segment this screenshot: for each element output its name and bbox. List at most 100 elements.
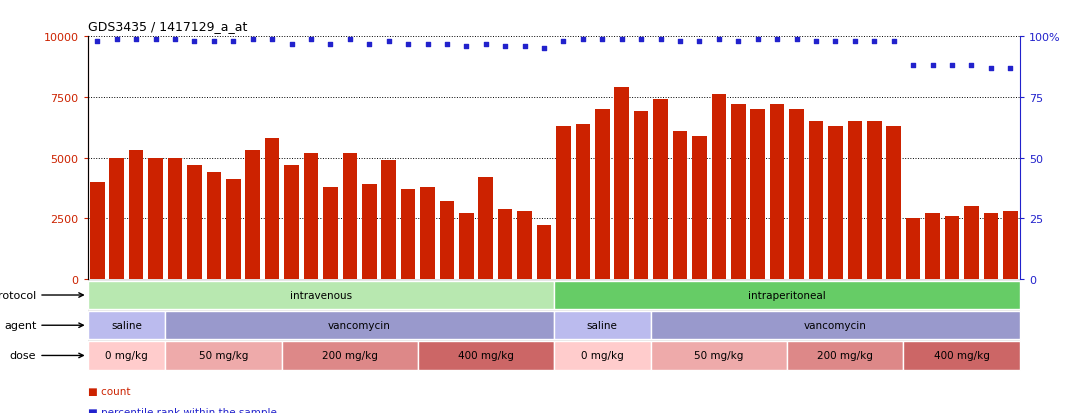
Bar <box>457 279 476 342</box>
Bar <box>867 122 881 279</box>
Point <box>361 41 378 48</box>
Bar <box>612 279 631 342</box>
Text: GSM189070: GSM189070 <box>516 279 524 325</box>
Point <box>575 36 592 43</box>
Text: GSM189089: GSM189089 <box>884 279 894 325</box>
Bar <box>496 279 515 342</box>
Point <box>672 39 689 45</box>
Bar <box>945 216 959 279</box>
Text: saline: saline <box>587 320 617 330</box>
Point <box>302 36 319 43</box>
Text: GDS3435 / 1417129_a_at: GDS3435 / 1417129_a_at <box>88 20 247 33</box>
Bar <box>654 100 668 279</box>
Bar <box>537 226 551 279</box>
Text: GSM189052: GSM189052 <box>205 279 214 325</box>
Bar <box>826 279 845 342</box>
Text: GSM189075: GSM189075 <box>613 279 622 325</box>
Bar <box>748 279 768 342</box>
Bar <box>187 166 202 279</box>
Text: 400 mg/kg: 400 mg/kg <box>933 351 990 361</box>
Text: GSM189057: GSM189057 <box>302 279 311 325</box>
Text: GSM189051: GSM189051 <box>186 279 194 325</box>
Bar <box>187 166 202 279</box>
Bar <box>324 187 337 279</box>
Point <box>399 41 417 48</box>
Bar <box>923 279 942 342</box>
Point <box>788 36 805 43</box>
Point <box>653 36 670 43</box>
Bar <box>265 139 280 279</box>
Text: protocol: protocol <box>0 290 83 300</box>
Bar <box>362 185 377 279</box>
Point <box>477 41 494 48</box>
Point <box>963 63 980 69</box>
Bar <box>808 122 823 279</box>
Bar <box>437 279 457 342</box>
Bar <box>867 122 881 279</box>
Bar <box>478 178 493 279</box>
Bar <box>168 158 183 279</box>
Bar <box>984 214 999 279</box>
Text: GSM189092: GSM189092 <box>943 279 952 325</box>
Bar <box>88 342 166 370</box>
Bar <box>690 279 709 342</box>
Bar <box>673 132 688 279</box>
Point <box>205 39 222 45</box>
Bar <box>631 279 650 342</box>
Bar <box>303 153 318 279</box>
Text: 0 mg/kg: 0 mg/kg <box>105 351 147 361</box>
Bar <box>498 209 513 279</box>
Bar <box>459 214 473 279</box>
Bar <box>808 122 823 279</box>
Bar <box>537 226 551 279</box>
Bar <box>770 105 784 279</box>
Bar <box>223 279 242 342</box>
Bar <box>731 105 745 279</box>
Bar <box>343 153 357 279</box>
Text: GSM189053: GSM189053 <box>224 279 233 325</box>
Text: vancomycin: vancomycin <box>804 320 867 330</box>
Bar <box>692 136 707 279</box>
Bar <box>242 279 263 342</box>
Bar <box>553 279 574 342</box>
Point <box>516 43 533 50</box>
Text: GSM189078: GSM189078 <box>671 279 680 325</box>
Point <box>245 36 262 43</box>
Point <box>342 36 359 43</box>
Point <box>458 43 475 50</box>
Bar <box>398 279 418 342</box>
Bar <box>828 127 843 279</box>
Bar <box>381 161 396 279</box>
Bar <box>440 202 454 279</box>
Bar <box>90 183 105 279</box>
Bar <box>400 190 415 279</box>
Bar <box>343 153 357 279</box>
Bar <box>556 127 570 279</box>
Bar <box>166 279 185 342</box>
Bar <box>148 158 162 279</box>
Text: GSM189081: GSM189081 <box>729 279 738 325</box>
Bar <box>770 105 784 279</box>
Bar <box>576 124 591 279</box>
Bar <box>828 127 843 279</box>
Text: intraperitoneal: intraperitoneal <box>748 290 826 300</box>
Bar <box>478 178 493 279</box>
Bar <box>711 95 726 279</box>
Point <box>147 36 164 43</box>
Bar <box>282 279 301 342</box>
Text: GSM189086: GSM189086 <box>827 279 835 325</box>
Bar <box>146 279 166 342</box>
Bar <box>360 279 379 342</box>
Bar <box>751 110 765 279</box>
Bar <box>751 110 765 279</box>
Bar <box>984 214 999 279</box>
Text: GSM189093: GSM189093 <box>962 279 972 325</box>
Text: GSM189065: GSM189065 <box>438 279 446 325</box>
Bar <box>301 279 320 342</box>
Point <box>885 39 902 45</box>
Text: intravenous: intravenous <box>289 290 351 300</box>
Bar <box>107 279 126 342</box>
Point <box>729 39 747 45</box>
Point <box>224 39 241 45</box>
Point <box>749 36 766 43</box>
